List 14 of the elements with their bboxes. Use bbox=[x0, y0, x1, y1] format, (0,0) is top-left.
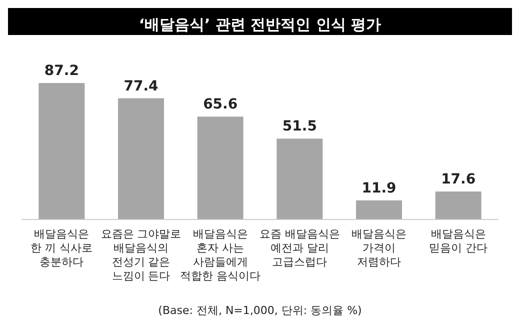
data-label: 77.4 bbox=[124, 78, 159, 94]
data-label: 11.9 bbox=[362, 180, 396, 196]
x-tick-label: 배달음식은 한 끼 식사로 충분하다 bbox=[30, 228, 93, 268]
x-tick-label: 배달음식은 믿음이 간다 bbox=[429, 228, 488, 254]
x-tick-label: 요즘은 그야말로 배달음식의 전성기 같은 느낌이 든다 bbox=[100, 228, 182, 282]
x-tick-label: 배달음식은 혼자 사는 사람들에게 적합한 음식이다 bbox=[180, 228, 261, 282]
chart-title: ‘배달음식’ 관련 전반적인 인식 평가 bbox=[138, 16, 382, 34]
data-label: 51.5 bbox=[282, 118, 317, 135]
data-label: 65.6 bbox=[203, 96, 238, 113]
data-label: 17.6 bbox=[441, 172, 476, 188]
x-tick-label: 배달음식은 가격이 저렴하다 bbox=[352, 228, 406, 268]
data-label: 87.2 bbox=[44, 62, 79, 79]
text: (Base: 전체, N=1,000, 단위: 동의율 %) bbox=[158, 304, 362, 317]
x-tick-label: 요즘 배달음식은 예전과 달리 고급스럽다 bbox=[259, 228, 340, 268]
